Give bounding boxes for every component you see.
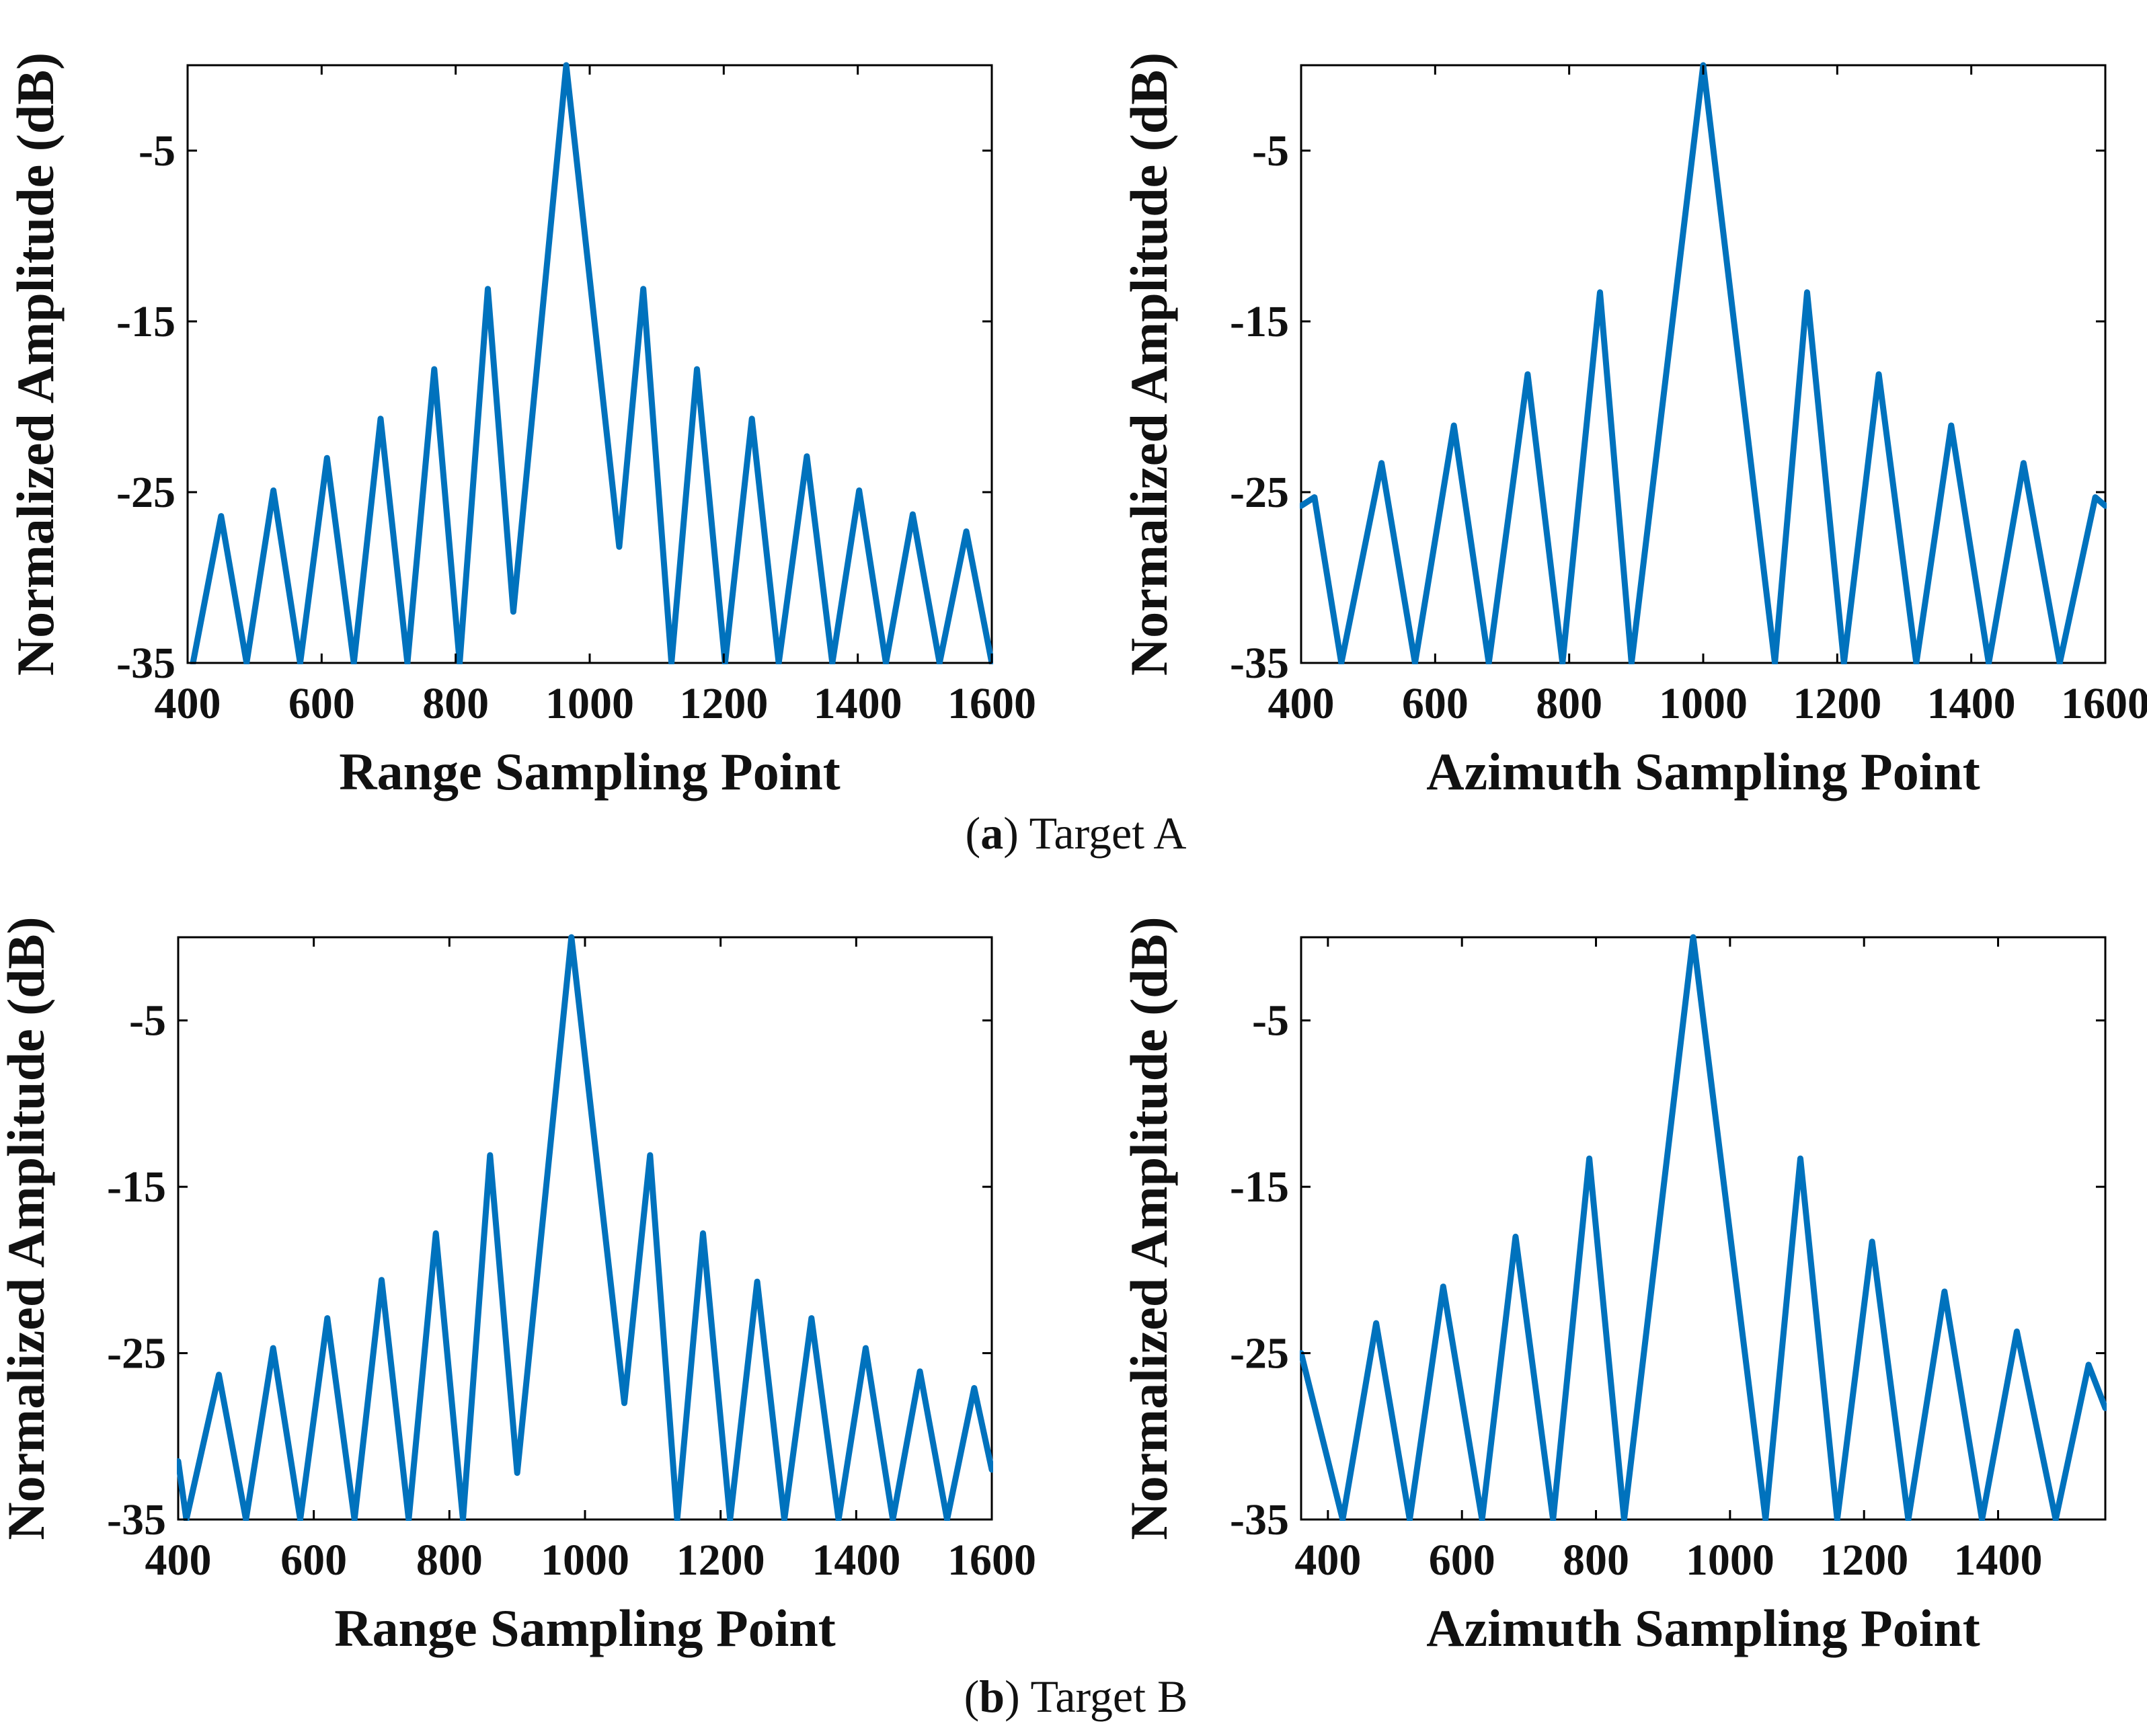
series-line-1: [1300, 62, 2107, 664]
x-tick-label: 600: [288, 679, 355, 728]
plot-frame: [1300, 64, 2107, 664]
x-tick-label: 1000: [1659, 679, 1748, 728]
y-tick-label: -25: [1230, 1329, 1289, 1378]
x-tick-label: 1200: [1793, 679, 1881, 728]
y-tick-label: -25: [116, 468, 175, 517]
x-tick-label: 400: [145, 1536, 212, 1585]
chart-panel-3: 400 600 800 1000 1200 1400 1600 -5 -15 -25 -35 Rang…: [0, 916, 1036, 1657]
x-tick-label: 600: [1429, 1536, 1495, 1585]
x-tick-label: 800: [422, 679, 489, 728]
y-tick-label: -5: [1252, 126, 1289, 175]
plot-frame: [1300, 936, 2107, 1521]
panel-caption: (a) Target A: [966, 807, 1187, 859]
chart-panel-2: 400 600 800 1000 1200 1400 1600 -5 -15 -25 -35 Azim…: [1120, 52, 2147, 801]
y-tick-label: -35: [116, 639, 175, 688]
y-axis-label: Normalized Amplitude (dB): [0, 916, 55, 1540]
x-tick-label: 1600: [947, 679, 1036, 728]
y-axis-label: Normalized Amplitude (dB): [6, 52, 65, 676]
x-tick-label: 1000: [541, 1536, 629, 1585]
x-tick-label: 1600: [2061, 679, 2147, 728]
x-tick-label: 1200: [679, 679, 768, 728]
y-tick-label: -5: [129, 996, 166, 1045]
y-tick-label: -25: [107, 1329, 166, 1378]
x-tick-label: 800: [416, 1536, 483, 1585]
plot-frame: [177, 936, 993, 1521]
y-tick-label: -5: [139, 126, 175, 175]
caption-text: Target B: [1031, 1671, 1188, 1722]
chart-panel-4: 400 600 800 1000 1200 1400 -5 -15 -25 -35 Azimuth …: [1120, 916, 2107, 1657]
y-tick-label: -15: [107, 1162, 166, 1212]
caption-letter: a: [980, 807, 1003, 859]
x-tick-label: 1400: [814, 679, 902, 728]
x-tick-label: 1400: [1954, 1536, 2043, 1585]
y-tick-label: -5: [1252, 996, 1289, 1045]
x-tick-label: 800: [1536, 679, 1602, 728]
x-tick-label: 1400: [1927, 679, 2016, 728]
y-tick-label: -35: [1230, 639, 1289, 688]
x-tick-label: 1000: [1686, 1536, 1774, 1585]
y-tick-label: -35: [107, 1495, 166, 1544]
x-tick-label: 400: [1294, 1536, 1361, 1585]
y-axis-label: Normalized Amplitude (dB): [1120, 52, 1178, 676]
x-axis-label: Range Sampling Point: [334, 1599, 835, 1657]
panel-caption: (b) Target B: [964, 1671, 1188, 1722]
series-line-1: [190, 62, 993, 664]
x-tick-label: 1600: [947, 1536, 1036, 1585]
x-axis-label: Azimuth Sampling Point: [1426, 742, 1980, 801]
chart-panel-1: 400 600 800 1000 1200 1400 1600 -5 -15 -25 -35 Rang…: [6, 52, 1036, 801]
y-tick-label: -15: [116, 297, 175, 346]
series-line-1: [177, 934, 993, 1521]
x-axis-label: Azimuth Sampling Point: [1426, 1599, 1980, 1657]
x-tick-label: 400: [155, 679, 221, 728]
y-axis-label: Normalized Amplitude (dB): [1120, 916, 1178, 1540]
y-tick-label: -35: [1230, 1495, 1289, 1544]
x-tick-label: 1200: [1820, 1536, 1908, 1585]
x-tick-label: 400: [1268, 679, 1335, 728]
caption-text: Target A: [1029, 807, 1187, 859]
x-tick-label: 1200: [676, 1536, 765, 1585]
y-tick-label: -15: [1230, 1162, 1289, 1212]
caption-letter: b: [979, 1671, 1005, 1722]
x-tick-label: 1000: [545, 679, 634, 728]
x-tick-label: 600: [1402, 679, 1469, 728]
x-tick-label: 800: [1563, 1536, 1629, 1585]
x-tick-label: 600: [280, 1536, 347, 1585]
y-tick-label: -25: [1230, 468, 1289, 517]
x-axis-label: Range Sampling Point: [339, 742, 840, 801]
y-tick-label: -15: [1230, 297, 1289, 346]
series-line-1: [1300, 934, 2107, 1521]
x-tick-label: 1400: [812, 1536, 900, 1585]
